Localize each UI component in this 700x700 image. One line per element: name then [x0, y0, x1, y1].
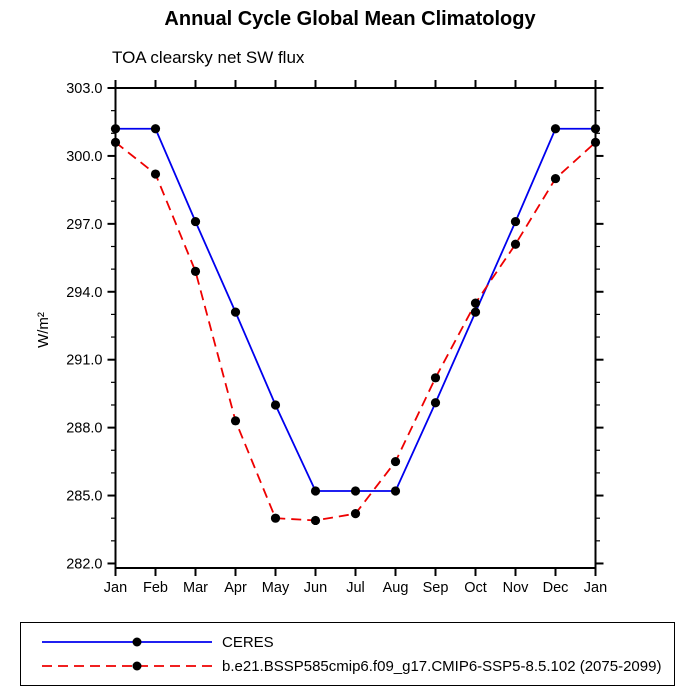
x-tick-label: Jan	[104, 580, 127, 596]
x-tick-label: Feb	[143, 580, 168, 596]
data-point-series-0	[430, 398, 441, 408]
y-tick-label: 282.0	[66, 556, 102, 572]
y-tick-label: 297.0	[66, 217, 102, 233]
chart-subtitle: TOA clearsky net SW flux	[112, 48, 305, 67]
data-point-series-1	[150, 169, 161, 179]
data-point-series-0	[230, 307, 241, 317]
data-point-series-0	[270, 400, 281, 410]
y-tick-label: 285.0	[66, 489, 102, 505]
data-point-series-0	[350, 486, 361, 496]
x-tick-label: May	[262, 580, 290, 596]
legend-entry-model: b.e21.BSSP585cmip6.f09_g17.CMIP6-SSP5-8.…	[42, 658, 674, 675]
data-point-series-0	[310, 486, 321, 496]
x-tick-label: Mar	[183, 580, 208, 596]
x-tick-label: Oct	[464, 580, 487, 596]
data-point-series-1	[270, 513, 281, 523]
y-tick-label: 288.0	[66, 421, 102, 437]
data-point-series-1	[230, 416, 241, 426]
x-tick-label: Aug	[383, 580, 409, 596]
data-point-series-0	[110, 124, 121, 134]
chart-plot-area: Jan Feb Mar Apr May Jun Jul Aug Sep Oct Nov Dec Jan2…	[66, 80, 607, 596]
data-point-series-1	[430, 373, 441, 383]
series-line-0	[115, 127, 596, 492]
legend-marker-icon	[132, 637, 142, 647]
x-tick-label: Jul	[346, 580, 365, 596]
legend-label: b.e21.BSSP585cmip6.f09_g17.CMIP6-SSP5-8.…	[222, 657, 662, 675]
legend-sample-dashed-line	[42, 661, 212, 671]
data-point-series-1	[190, 266, 201, 276]
y-tick-label: 291.0	[66, 353, 102, 369]
legend-marker-icon	[132, 661, 142, 671]
data-point-series-1	[110, 137, 121, 147]
data-point-series-1	[510, 239, 521, 249]
data-point-series-1	[470, 298, 481, 308]
data-point-series-1	[350, 509, 361, 519]
data-point-series-1	[550, 173, 561, 184]
legend-entry-ceres: CERES	[42, 634, 674, 651]
x-tick-label: Nov	[503, 580, 530, 596]
legend-sample-solid-line	[42, 637, 212, 647]
legend-box: CERES b.e21.BSSP585cmip6.f09_g17.CMIP6-S…	[20, 622, 675, 686]
x-tick-label: Dec	[543, 580, 569, 596]
data-point-series-0	[550, 124, 561, 134]
chart-title: Annual Cycle Global Mean Climatology	[164, 8, 536, 30]
legend-label: CERES	[222, 633, 274, 651]
data-point-series-1	[390, 456, 401, 467]
y-tick-label: 294.0	[66, 285, 102, 301]
data-point-series-0	[390, 486, 401, 496]
x-tick-label: Sep	[423, 580, 449, 596]
x-tick-label: Jan	[584, 580, 607, 596]
data-point-series-0	[150, 124, 161, 134]
x-tick-label: Jun	[304, 580, 327, 596]
data-point-series-0	[190, 216, 201, 227]
series-line-1	[114, 141, 597, 522]
data-point-series-0	[590, 124, 601, 134]
data-point-series-1	[590, 137, 601, 147]
x-tick-label: Apr	[224, 580, 247, 596]
data-point-series-0	[510, 216, 521, 227]
data-point-series-0	[470, 307, 481, 317]
y-tick-label: 300.0	[66, 149, 102, 165]
y-tick-label: 303.0	[66, 81, 102, 97]
axis-frame	[114, 87, 597, 569]
data-point-series-1	[310, 515, 321, 526]
